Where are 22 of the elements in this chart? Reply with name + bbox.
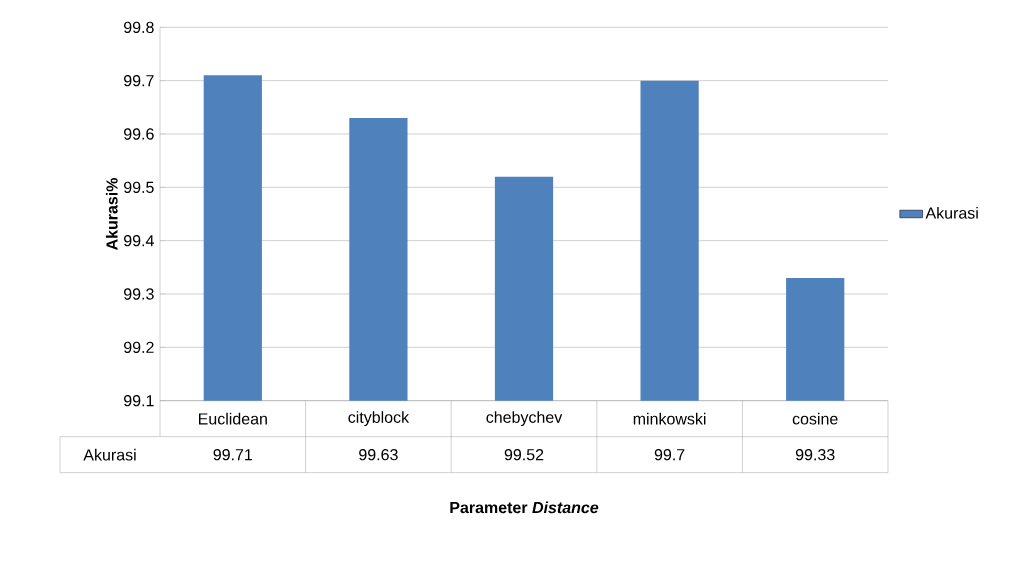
x-tick-label: chebychev: [486, 411, 563, 427]
y-tick-label: 99.4: [124, 235, 154, 247]
y-tick-label: 99.8: [124, 21, 154, 34]
y-tick-label: 99.5: [124, 181, 154, 194]
x-tick-label: minkowski: [633, 412, 706, 425]
x-tick-label: Euclidean: [198, 412, 267, 425]
x-tick-label: cityblock: [348, 411, 410, 427]
y-axis-title: Akurasi%: [105, 178, 118, 251]
y-tick-label: 99.6: [124, 128, 154, 140]
data-label: 99.33: [795, 449, 835, 461]
y-tick-label: 99.1: [124, 395, 154, 407]
x-tick-label: cosine: [792, 412, 838, 425]
data-label: 99.52: [504, 449, 544, 461]
data-label: 99.63: [359, 449, 398, 461]
y-tick-label: 99.2: [124, 341, 154, 354]
x-axis-title: Parameter Distance: [450, 501, 599, 514]
y-tick-label: 99.7: [124, 75, 154, 87]
legend-label: Akurasi: [925, 207, 978, 219]
data-label: 99.71: [213, 449, 253, 461]
data-label: 99.7: [654, 449, 685, 461]
y-tick-label: 99.3: [124, 288, 154, 300]
text: Akurasi: [83, 448, 136, 461]
